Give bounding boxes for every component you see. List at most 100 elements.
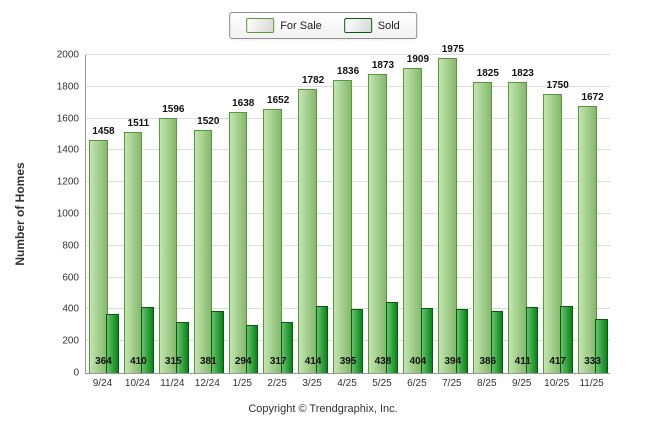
- for-sale-value-label: 1520: [197, 116, 220, 128]
- for-sale-bar: [333, 80, 353, 373]
- for-sale-bar: [193, 130, 213, 373]
- bar-group: 1782 414: [296, 55, 331, 373]
- sold-value-label: 317: [269, 356, 287, 367]
- sold-legend-label: Sold: [377, 19, 400, 32]
- y-tick-label: 2000: [56, 49, 79, 61]
- sold-value-label: 404: [409, 356, 427, 367]
- for-sale-value-label: 1638: [232, 97, 255, 109]
- x-tick-label: 1/25: [232, 378, 252, 389]
- sold-value-label: 381: [199, 356, 217, 367]
- sold-bar: [595, 319, 608, 373]
- for-sale-bar: [542, 93, 562, 373]
- sold-bar: [141, 306, 154, 373]
- for-sale-value-label: 1652: [267, 95, 290, 107]
- x-tick-label: 9/24: [92, 378, 113, 389]
- for-sale-bar: [403, 68, 422, 373]
- for-sale-value-label: 1458: [92, 126, 115, 138]
- bar-group: 1511 410: [121, 55, 156, 373]
- sold-value-label: 394: [444, 356, 462, 367]
- y-tick-label: 1600: [56, 113, 79, 125]
- bar-group: 1596 315: [156, 55, 191, 373]
- sold-bar: [280, 321, 294, 373]
- sold-bar: [490, 310, 504, 373]
- for-sale-bar: [473, 81, 492, 373]
- sold-bar: [350, 309, 364, 373]
- legend-item-for-sale: For Sale: [246, 18, 322, 33]
- bar-group: 1458 364: [86, 55, 121, 373]
- x-tick-label: 9/25: [511, 378, 532, 389]
- for-sale-bar: [368, 74, 388, 373]
- y-tick-label: 400: [62, 303, 79, 315]
- sold-value-label: 411: [514, 356, 531, 367]
- sold-bar: [176, 321, 189, 373]
- sold-bar: [525, 306, 538, 373]
- sold-bar: [315, 306, 329, 373]
- sold-value-label: 410: [130, 356, 147, 367]
- bar-group: 1825 386: [470, 55, 505, 373]
- x-tick-label: 8/25: [477, 378, 497, 389]
- x-tick-label: 6/25: [407, 378, 427, 389]
- sold-value-label: 417: [549, 356, 566, 367]
- x-tick-label: 11/25: [579, 378, 604, 389]
- y-tick-label: 600: [62, 272, 79, 284]
- for-sale-bar: [577, 106, 597, 373]
- y-axis: 0 200 400 600 800 1000 1200 1400 1600 1800 2000: [45, 50, 79, 379]
- for-sale-value-label: 1823: [511, 68, 534, 80]
- plot-area: 1458 364 1511 410 1596 315 1520 381 1638 294 1652 3…: [85, 44, 610, 374]
- x-tick-label: 3/25: [302, 378, 322, 389]
- bar-group: 1652 317: [261, 55, 296, 373]
- bar-group: 1520 381: [191, 55, 226, 373]
- x-tick-label: 7/25: [442, 378, 462, 389]
- sold-bar: [385, 302, 399, 373]
- for-sale-swatch-icon: [246, 18, 275, 33]
- bar-group: 1823 411: [505, 55, 540, 373]
- x-tick-label: 11/24: [160, 378, 185, 389]
- y-tick-label: 1400: [56, 144, 79, 156]
- for-sale-value-label: 1596: [162, 104, 185, 116]
- sold-bar: [246, 325, 259, 373]
- bar-group: 1909 404: [400, 54, 435, 373]
- for-sale-value-label: 1873: [371, 60, 395, 72]
- sold-swatch-icon: [343, 18, 372, 33]
- bar-group: 1836 395: [331, 55, 366, 373]
- legend: For Sale Sold: [229, 12, 417, 39]
- x-tick-label: 12/24: [194, 378, 220, 389]
- y-tick-label: 200: [62, 335, 79, 347]
- sold-value-label: 395: [339, 356, 357, 367]
- sold-value-label: 386: [479, 356, 497, 367]
- sold-value-label: 333: [584, 356, 601, 367]
- copyright: Copyright © Trendgraphix, Inc.: [248, 403, 398, 415]
- x-tick-label: 10/25: [544, 378, 570, 389]
- y-tick-label: 0: [73, 367, 79, 379]
- sold-bar: [106, 314, 119, 373]
- x-axis: 9/24 10/24 11/24 12/24 1/25 2/25 3/25 4/25 5/25 6…: [85, 378, 609, 389]
- for-sale-value-label: 1825: [476, 67, 499, 79]
- for-sale-value-label: 1836: [336, 66, 360, 78]
- x-tick-label: 10/24: [124, 378, 150, 389]
- bar-group: 1873 438: [366, 55, 401, 373]
- for-sale-value-label: 1750: [546, 79, 569, 91]
- for-sale-bar: [298, 88, 318, 373]
- for-sale-value-label: 1782: [301, 74, 325, 86]
- sold-value-label: 294: [234, 356, 252, 367]
- bar-group: 1638 294: [226, 55, 261, 373]
- for-sale-value-label: 1909: [406, 54, 430, 66]
- sold-value-label: 414: [304, 356, 322, 367]
- for-sale-bar: [123, 131, 143, 373]
- sold-bar: [455, 309, 469, 373]
- sold-value-label: 438: [374, 356, 392, 367]
- y-tick-label: 800: [62, 240, 79, 252]
- y-tick-label: 1000: [56, 208, 79, 220]
- sold-value-label: 315: [165, 356, 182, 367]
- gridline: [86, 54, 610, 55]
- bar-group: 1672 333: [575, 55, 610, 373]
- for-sale-bar: [88, 140, 108, 373]
- x-tick-label: 2/25: [267, 378, 287, 389]
- for-sale-bar: [508, 82, 527, 373]
- y-tick-label: 1800: [56, 81, 79, 93]
- y-axis-title: Number of Homes: [13, 162, 27, 266]
- for-sale-bar: [158, 118, 178, 373]
- sold-bar: [560, 305, 573, 373]
- legend-item-sold: Sold: [343, 18, 400, 33]
